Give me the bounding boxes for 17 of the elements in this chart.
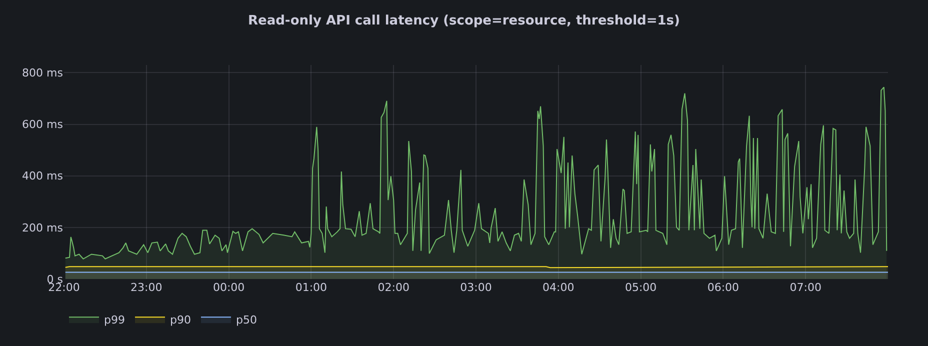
y-tick-label: 400 ms [22, 170, 64, 183]
x-tick-label: 06:00 [707, 281, 740, 294]
x-tick-label: 05:00 [624, 281, 657, 294]
x-tick-label: 07:00 [790, 281, 822, 294]
legend-label: p90 [170, 313, 191, 326]
x-tick-label: 01:00 [295, 281, 328, 294]
chart-title: Read-only API call latency (scope=resource, threshold=1s) [248, 14, 680, 29]
y-tick-label: 200 ms [22, 221, 64, 234]
x-tick-label: 04:00 [542, 281, 574, 294]
y-tick-label: 800 ms [22, 66, 64, 80]
x-tick-label: 03:00 [460, 281, 492, 294]
legend-label: p99 [104, 313, 125, 326]
y-tick-label: 600 ms [22, 118, 64, 132]
x-tick-label: 02:00 [378, 281, 410, 294]
x-tick-label: 00:00 [212, 281, 245, 294]
x-tick-label: 23:00 [130, 281, 162, 294]
legend-label: p50 [236, 313, 257, 326]
